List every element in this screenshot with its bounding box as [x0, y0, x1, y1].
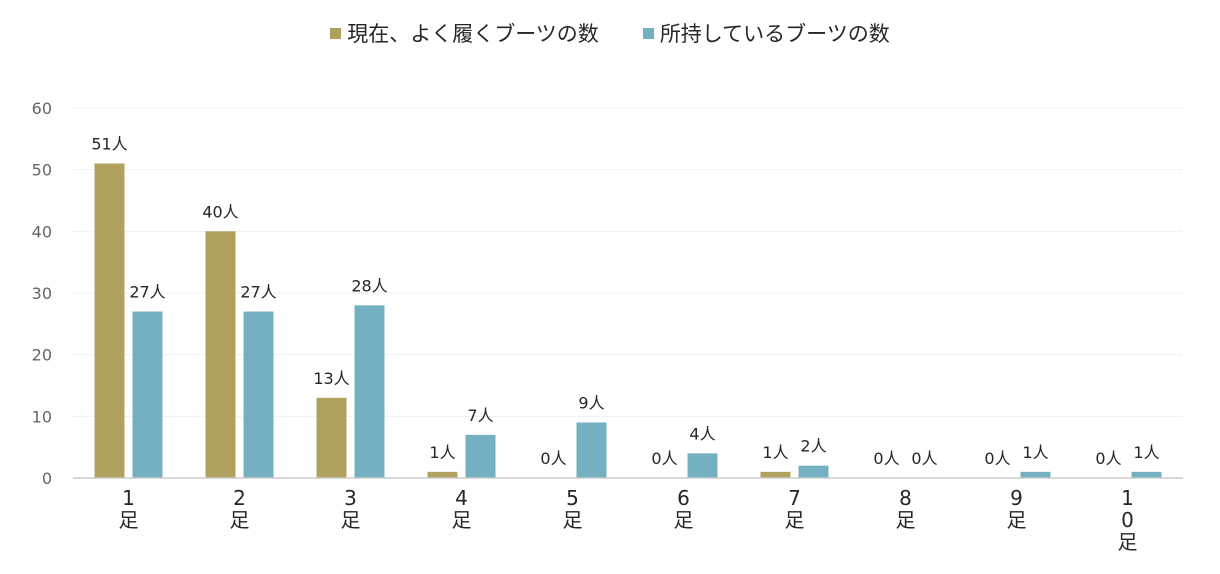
data-label: 0人	[651, 449, 677, 468]
category-label-char: 6	[677, 486, 690, 510]
bar	[316, 397, 347, 478]
data-label: 13人	[313, 369, 349, 388]
category-label-char: 足	[1118, 530, 1138, 554]
bar	[132, 311, 163, 478]
legend-label-current: 現在、よく履くブーツの数	[347, 22, 599, 46]
bar	[243, 311, 274, 478]
data-label: 0人	[984, 449, 1010, 468]
y-tick-label: 20	[32, 346, 52, 365]
data-label: 40人	[202, 202, 238, 221]
category-label-char: 足	[230, 508, 250, 532]
category-label-char: 9	[1010, 486, 1023, 510]
data-label: 1人	[429, 443, 455, 462]
category-label-char: 1	[122, 486, 135, 510]
y-tick-label: 40	[32, 222, 52, 241]
data-label: 0人	[911, 449, 937, 468]
y-tick-label: 0	[42, 469, 52, 488]
data-label: 51人	[91, 135, 127, 154]
data-label: 1人	[1133, 443, 1159, 462]
bar	[576, 422, 607, 478]
category-label-char: 1	[1121, 486, 1134, 510]
bar	[687, 453, 718, 478]
category-label-char: 7	[788, 486, 801, 510]
data-label: 0人	[1095, 449, 1121, 468]
category-label-char: 足	[452, 508, 472, 532]
category-label-char: 足	[563, 508, 583, 532]
data-label: 2人	[800, 437, 826, 456]
data-label: 9人	[578, 394, 604, 413]
y-tick-label: 30	[32, 284, 52, 303]
data-label: 7人	[467, 406, 493, 425]
y-tick-label: 50	[32, 161, 52, 180]
legend-label-owned: 所持しているブーツの数	[659, 22, 890, 46]
category-label-char: 足	[674, 508, 694, 532]
data-label: 0人	[540, 449, 566, 468]
data-label: 27人	[129, 283, 165, 302]
bar	[354, 305, 385, 478]
data-label: 0人	[873, 449, 899, 468]
bar	[465, 434, 496, 478]
category-label-char: 足	[896, 508, 916, 532]
data-label: 1人	[762, 443, 788, 462]
category-label-char: 足	[341, 508, 361, 532]
legend: 現在、よく履くブーツの数 所持しているブーツの数	[0, 18, 1220, 48]
category-label-char: 足	[119, 508, 139, 532]
legend-item-owned: 所持しているブーツの数	[642, 18, 890, 48]
category-label-char: 8	[899, 486, 912, 510]
bar	[1020, 471, 1051, 478]
y-tick-label: 60	[32, 99, 52, 118]
data-label: 1人	[1022, 443, 1048, 462]
legend-swatch-current	[330, 27, 342, 39]
legend-item-current: 現在、よく履くブーツの数	[330, 18, 599, 48]
bar	[94, 163, 125, 478]
legend-swatch-owned	[642, 27, 654, 39]
bar	[205, 231, 236, 478]
category-label-char: 4	[455, 486, 468, 510]
data-label: 4人	[689, 424, 715, 443]
category-label-char: 0	[1121, 508, 1134, 532]
data-label: 27人	[240, 283, 276, 302]
bar	[760, 471, 791, 478]
category-label-char: 2	[233, 486, 246, 510]
category-label-char: 3	[344, 486, 357, 510]
category-label-char: 足	[1007, 508, 1027, 532]
bar	[798, 465, 829, 478]
bar	[427, 471, 458, 478]
category-label-char: 5	[566, 486, 579, 510]
y-tick-label: 10	[32, 407, 52, 426]
data-label: 28人	[351, 276, 387, 295]
category-label-char: 足	[785, 508, 805, 532]
bar	[1131, 471, 1162, 478]
